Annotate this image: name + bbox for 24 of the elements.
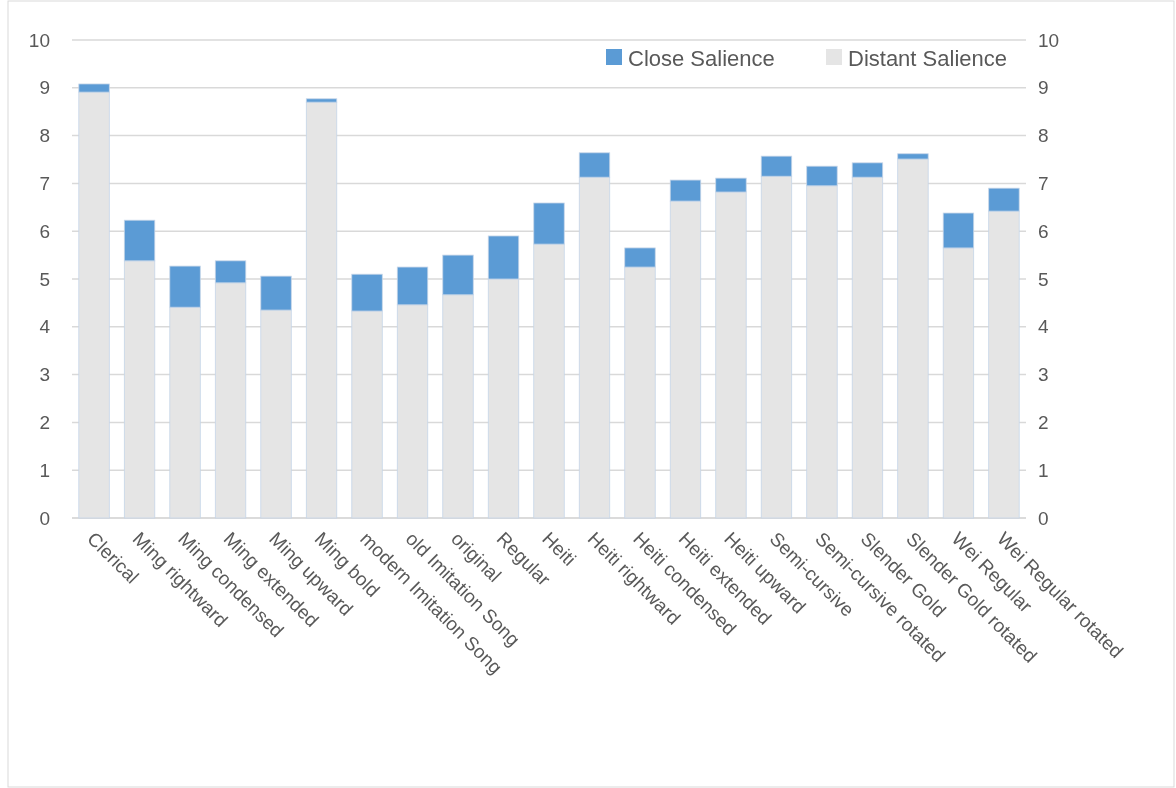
y-tick-label: 0 (39, 507, 50, 529)
y-tick-label: 9 (39, 77, 50, 99)
legend-label: Distant Salience (848, 45, 1007, 71)
y2-tick-label: 1 (1038, 459, 1049, 481)
y-tick-label: 2 (39, 412, 50, 434)
y-tick-label: 1 (39, 459, 50, 481)
y2-tick-label: 4 (1038, 316, 1049, 338)
y-tick-label: 4 (39, 316, 51, 338)
legend-label: Close Salience (628, 45, 775, 71)
y2-tick-label: 10 (1038, 29, 1060, 51)
y-tick-label: 6 (39, 220, 50, 242)
y-tick-label: 3 (39, 364, 50, 386)
y2-tick-label: 0 (1038, 507, 1049, 529)
y-tick-label: 10 (28, 29, 50, 51)
y2-tick-label: 5 (1038, 268, 1049, 290)
y2-tick-label: 9 (1038, 77, 1049, 99)
y-tick-label: 5 (39, 268, 50, 290)
y2-tick-label: 3 (1038, 364, 1049, 386)
y2-tick-label: 7 (1038, 173, 1049, 195)
y-tick-label: 7 (39, 173, 50, 195)
y-tick-label: 8 (39, 125, 50, 147)
y2-tick-label: 8 (1038, 125, 1049, 147)
y2-tick-label: 6 (1038, 220, 1049, 242)
y2-tick-label: 2 (1038, 412, 1049, 434)
